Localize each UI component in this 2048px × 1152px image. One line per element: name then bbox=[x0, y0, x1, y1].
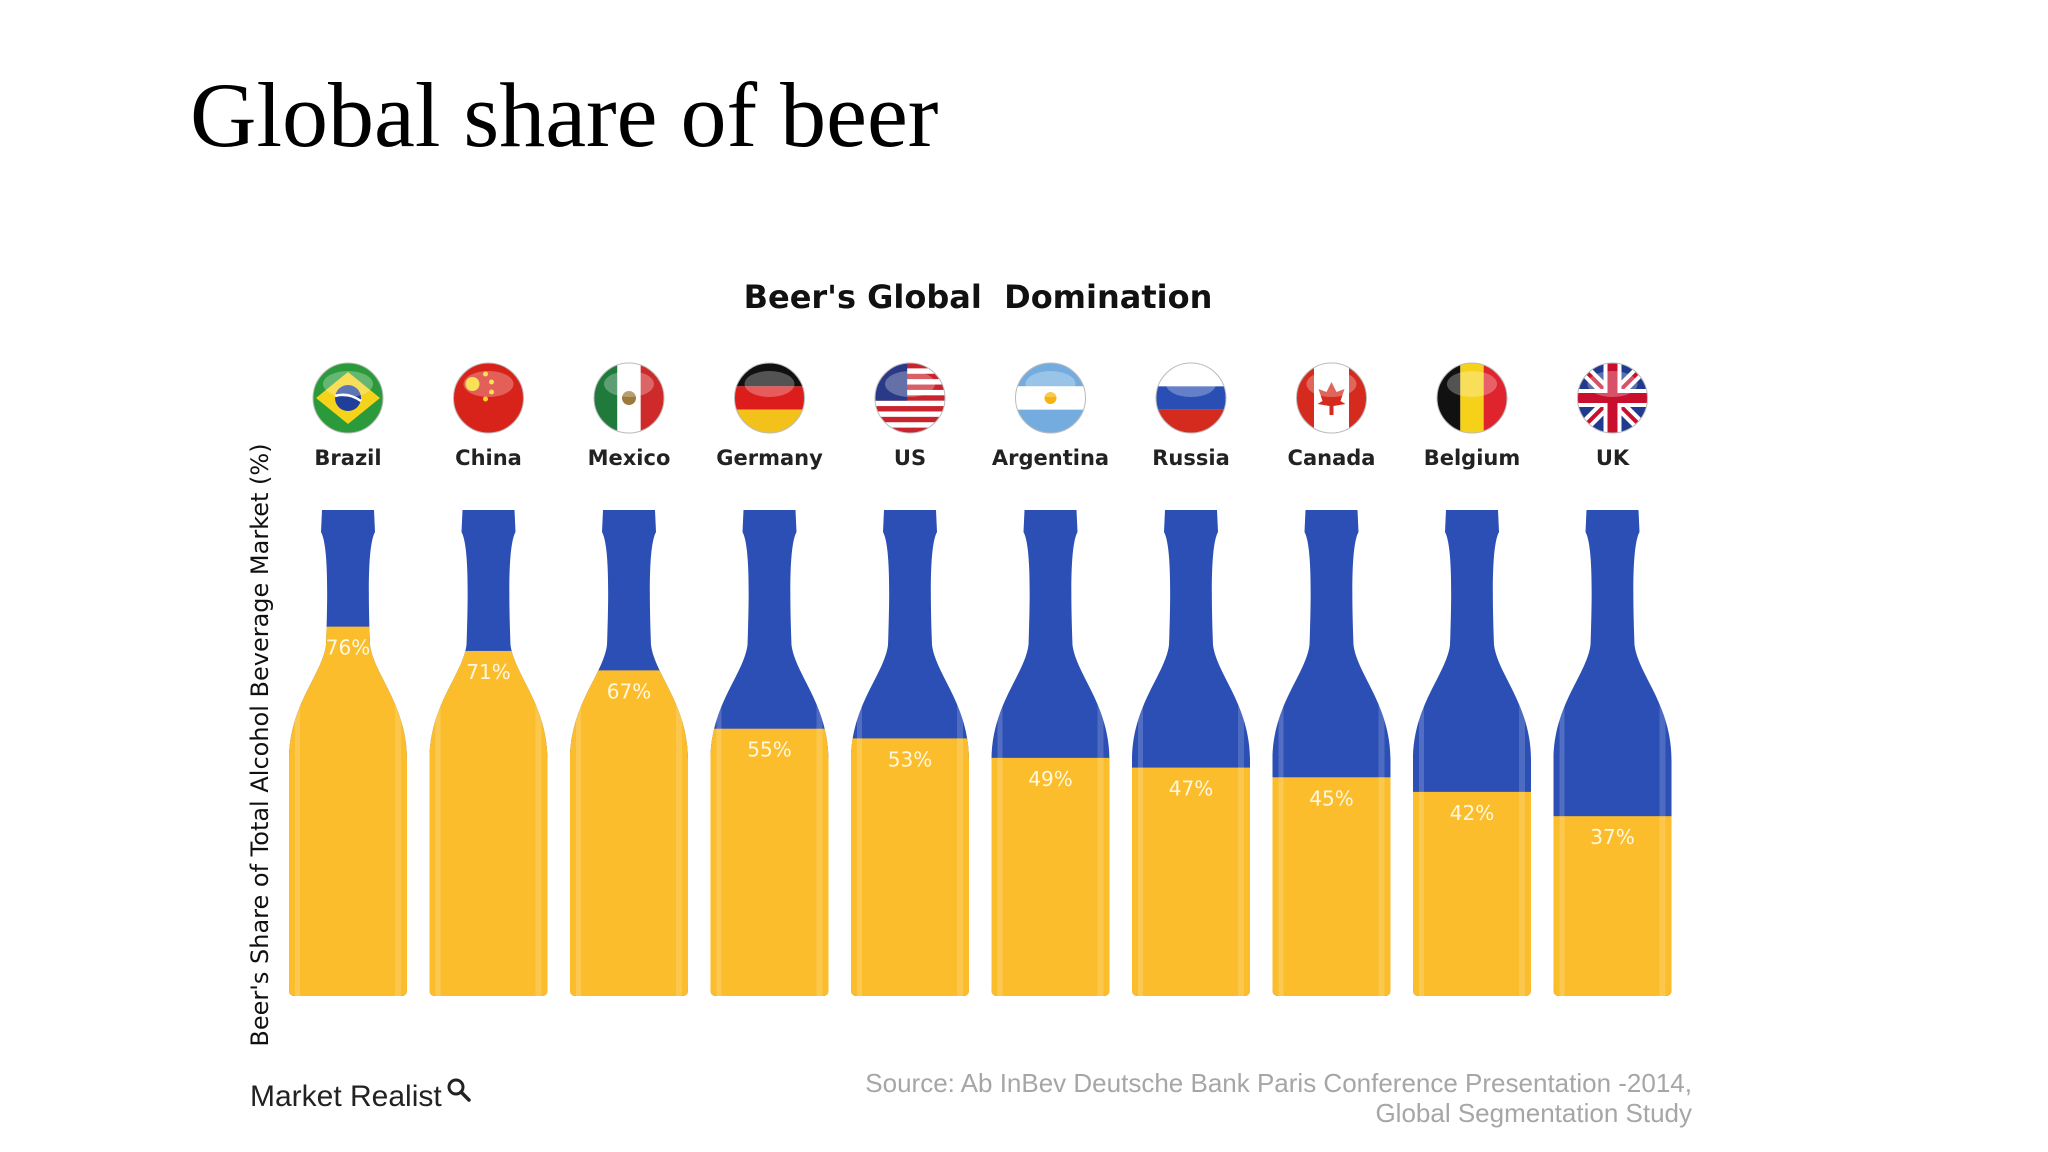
bottle-mexico bbox=[570, 510, 688, 996]
uk-flag-icon bbox=[1577, 362, 1648, 434]
bar-germany bbox=[710, 728, 829, 996]
bottle-canada bbox=[1272, 510, 1391, 996]
country-label-brazil: Brazil bbox=[314, 446, 381, 470]
china-flag-icon bbox=[453, 362, 524, 434]
value-label-canada: 45% bbox=[1309, 786, 1353, 810]
argentina-flag-icon bbox=[1015, 362, 1086, 434]
logo-text: Market Realist bbox=[250, 1080, 442, 1113]
source-note: Source: Ab InBev Deutsche Bank Paris Con… bbox=[865, 1068, 1692, 1128]
mexico-flag-icon bbox=[593, 362, 665, 434]
bottle-china bbox=[429, 510, 548, 996]
bottle-russia bbox=[1132, 510, 1250, 996]
bottle-brazil bbox=[289, 510, 407, 996]
bar-russia bbox=[1132, 767, 1250, 996]
chart-title: Beer's Global Domination bbox=[744, 278, 1213, 316]
bottle-uk bbox=[1553, 510, 1672, 996]
country-label-china: China bbox=[455, 446, 522, 470]
belgium-flag-icon bbox=[1436, 362, 1508, 434]
bottle-group: Brazil 76% China 71% Mexico 67% Germany 55% US 53… bbox=[289, 362, 1672, 996]
value-label-argentina: 49% bbox=[1028, 767, 1072, 791]
bar-belgium bbox=[1413, 791, 1531, 996]
bar-us bbox=[851, 738, 969, 996]
bar-brazil bbox=[289, 626, 407, 996]
country-label-mexico: Mexico bbox=[588, 446, 671, 470]
bar-china bbox=[429, 650, 548, 996]
value-label-us: 53% bbox=[888, 747, 932, 771]
bar-argentina bbox=[991, 757, 1110, 996]
canada-flag-icon bbox=[1296, 362, 1367, 434]
brazil-flag-icon bbox=[312, 362, 384, 434]
country-label-canada: Canada bbox=[1288, 446, 1376, 470]
country-label-uk: UK bbox=[1596, 446, 1630, 470]
value-label-mexico: 67% bbox=[607, 679, 651, 703]
us-flag-icon bbox=[874, 362, 946, 434]
russia-flag-icon bbox=[1155, 362, 1227, 434]
country-label-germany: Germany bbox=[716, 446, 823, 470]
value-label-russia: 47% bbox=[1169, 777, 1213, 801]
magnifier-icon bbox=[447, 1078, 471, 1102]
bar-uk bbox=[1553, 816, 1672, 996]
country-label-belgium: Belgium bbox=[1424, 446, 1521, 470]
country-label-russia: Russia bbox=[1152, 446, 1230, 470]
market-realist-logo: Market Realist bbox=[250, 1078, 472, 1114]
bar-canada bbox=[1272, 777, 1391, 996]
value-label-belgium: 42% bbox=[1450, 801, 1494, 825]
bottle-belgium bbox=[1413, 510, 1531, 996]
value-label-germany: 55% bbox=[747, 738, 791, 762]
y-axis-label: Beer's Share of Total Alcohol Beverage M… bbox=[246, 443, 274, 1046]
bottle-argentina bbox=[991, 510, 1110, 996]
bar-mexico bbox=[570, 670, 688, 996]
value-label-uk: 37% bbox=[1590, 825, 1634, 849]
germany-flag-icon bbox=[734, 362, 805, 434]
value-label-brazil: 76% bbox=[326, 636, 370, 660]
source-line-1: Source: Ab InBev Deutsche Bank Paris Con… bbox=[865, 1068, 1692, 1098]
country-label-us: US bbox=[894, 446, 926, 470]
value-label-china: 71% bbox=[466, 660, 510, 684]
country-label-argentina: Argentina bbox=[992, 446, 1109, 470]
slide-title: Global share of beer bbox=[190, 64, 939, 166]
source-line-2: Global Segmentation Study bbox=[1375, 1098, 1692, 1128]
